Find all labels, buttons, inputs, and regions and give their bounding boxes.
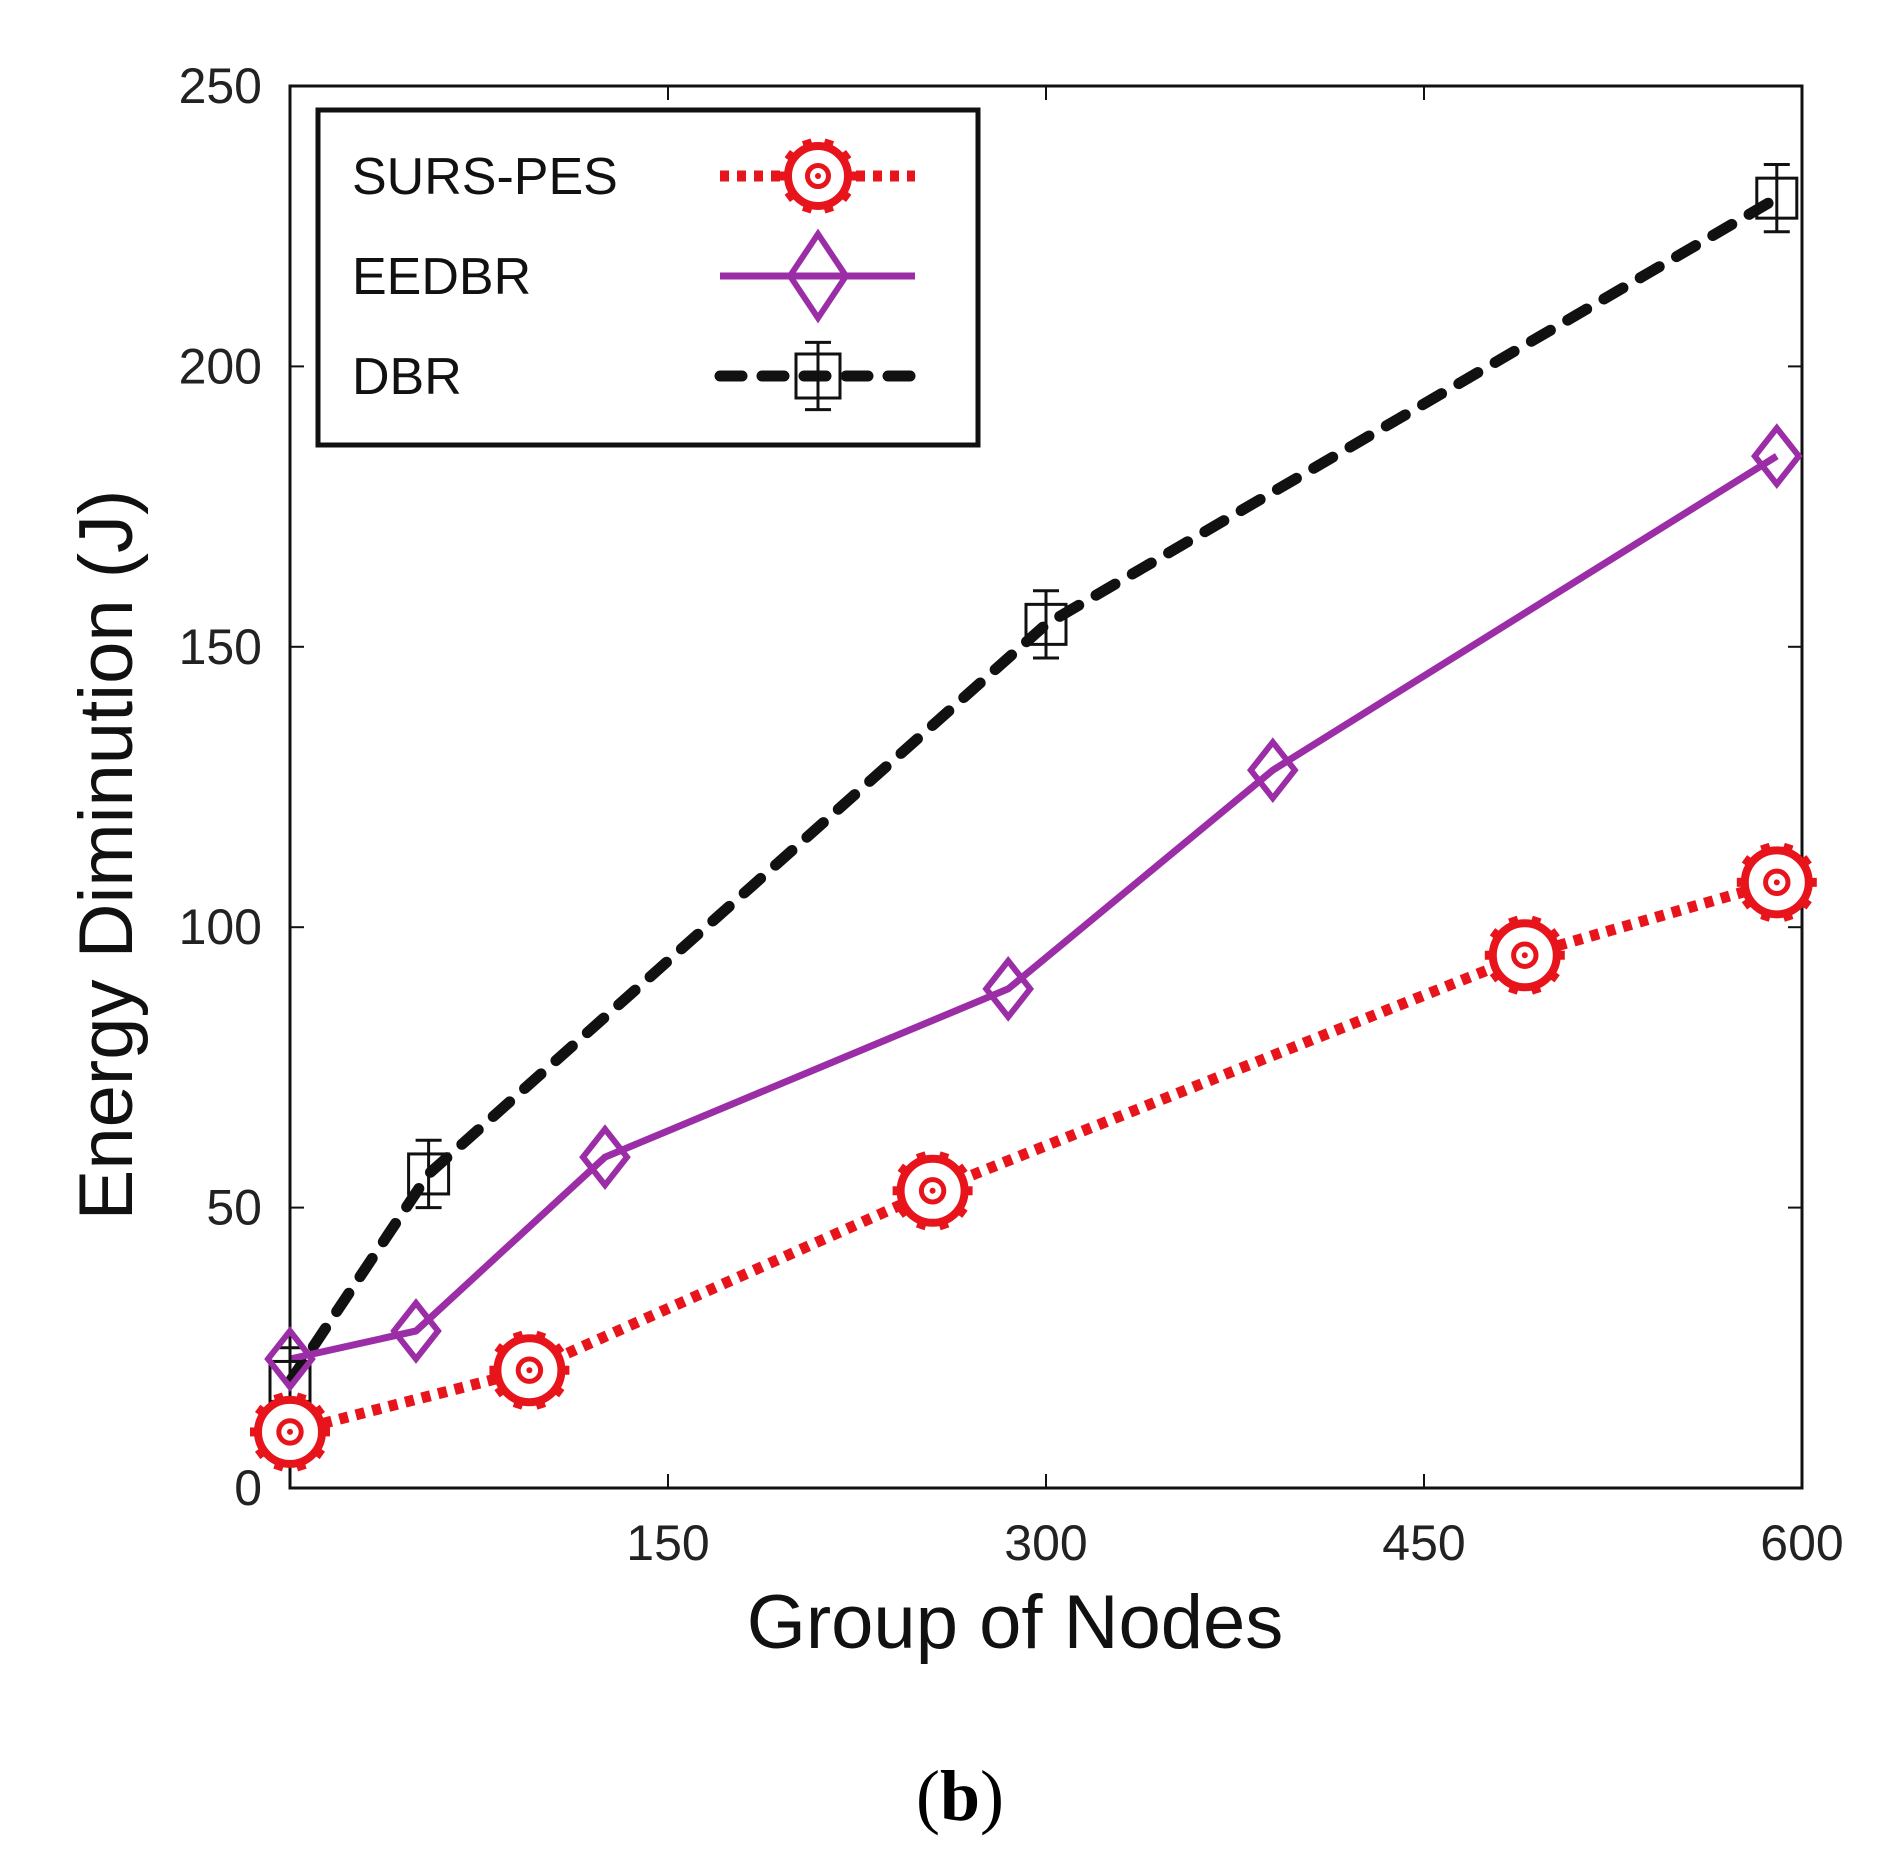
series-markers	[250, 163, 1817, 1472]
data-point-dbr	[407, 1138, 451, 1210]
x-tick-label: 300	[1004, 1515, 1087, 1571]
data-point-eedbr	[1246, 737, 1299, 804]
series-line-dbr	[284, 192, 1783, 1387]
y-tick-label: 0	[234, 1460, 262, 1516]
legend-marker-surs-pes	[780, 138, 856, 214]
legend-label: SURS-PES	[352, 148, 618, 206]
x-tick-label: 450	[1382, 1515, 1465, 1571]
y-tick-label: 250	[179, 58, 262, 114]
x-axis-label: Group of Nodes	[747, 1580, 1284, 1665]
legend-label: EEDBR	[352, 248, 531, 306]
caption-open-paren: (	[916, 1756, 940, 1836]
data-point-surs-pes	[892, 1151, 973, 1231]
caption-close-paren: )	[980, 1756, 1004, 1836]
figure-caption: (b)	[916, 1756, 1004, 1836]
data-point-dbr	[1755, 163, 1799, 234]
data-point-eedbr	[982, 956, 1035, 1022]
axes: 0 50 100 150 200 250 150 300 450 600	[179, 58, 1844, 1571]
legend-marker-dbr	[794, 340, 842, 412]
x-tick-label: 600	[1760, 1515, 1843, 1571]
data-point-eedbr	[390, 1298, 442, 1364]
x-tick-label: 150	[626, 1515, 709, 1571]
legend-marker-eedbr	[786, 228, 850, 324]
y-tick-label: 150	[179, 619, 262, 675]
legend: SURS-PES EEDBR DBR	[315, 107, 981, 448]
data-point-dbr	[1024, 589, 1068, 660]
y-tick-label: 200	[179, 338, 262, 394]
y-tick-label: 100	[179, 899, 262, 955]
data-point-eedbr	[579, 1124, 631, 1190]
data-point-surs-pes	[1484, 915, 1565, 995]
data-point-surs-pes	[489, 1330, 570, 1410]
data-point-eedbr	[264, 1326, 316, 1392]
data-point-surs-pes	[250, 1392, 330, 1472]
y-axis-label: Energy Diminution (J)	[64, 490, 149, 1221]
y-tick-label: 50	[206, 1180, 262, 1236]
data-point-surs-pes	[1736, 842, 1817, 922]
data-point-eedbr	[1750, 423, 1803, 489]
legend-label: DBR	[352, 348, 462, 406]
caption-letter: b	[940, 1756, 980, 1836]
